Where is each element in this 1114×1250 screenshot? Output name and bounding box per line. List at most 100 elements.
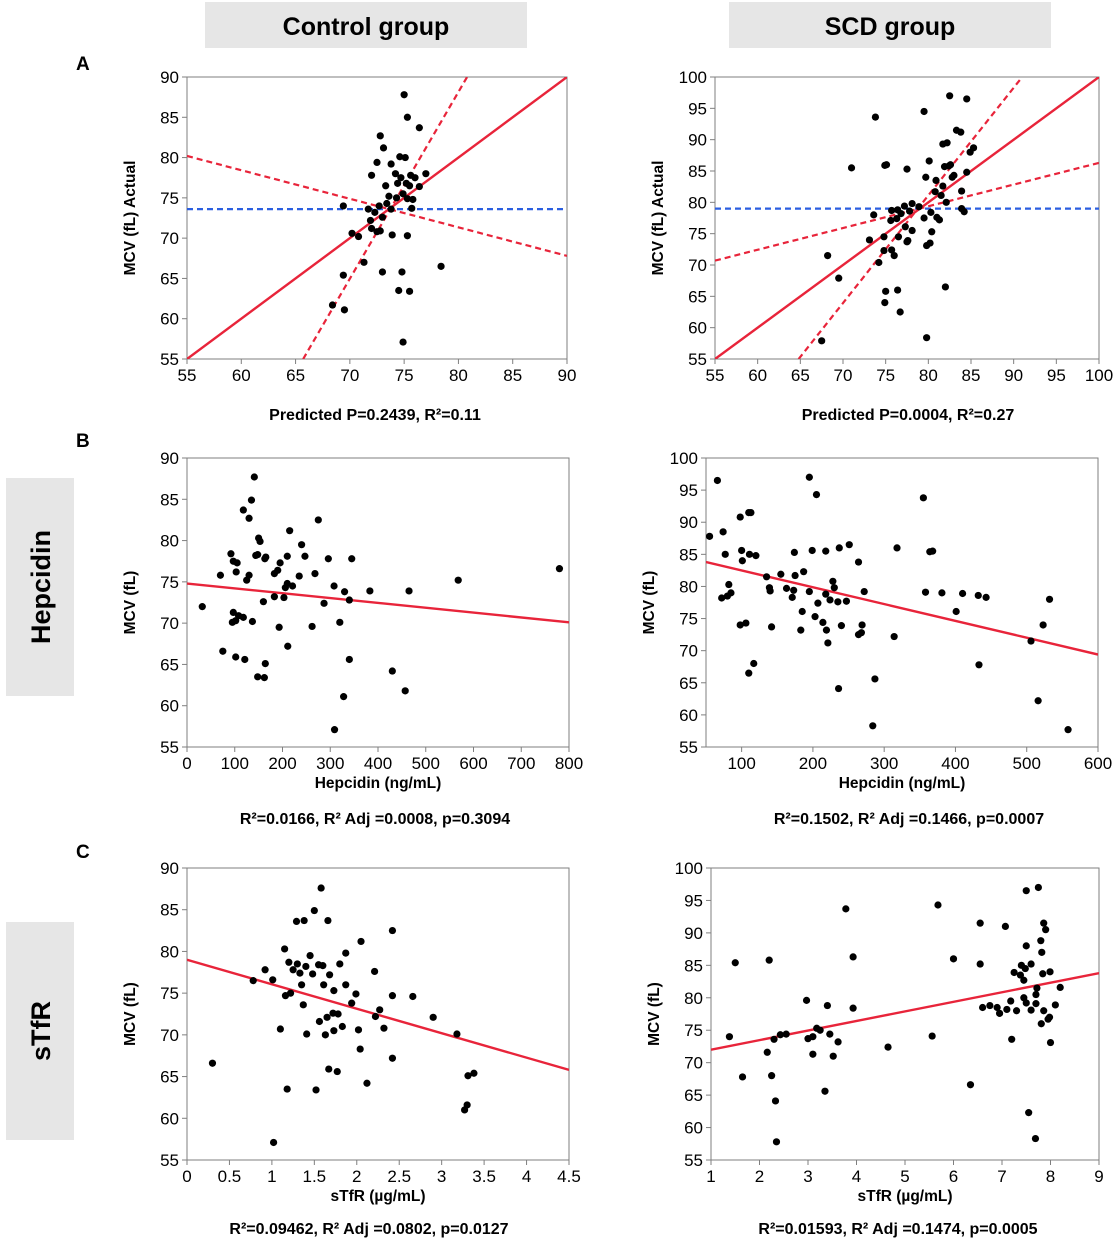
y-tick-label: 100 bbox=[679, 68, 707, 87]
data-point bbox=[320, 981, 328, 989]
x-tick-label: 7 bbox=[997, 1167, 1006, 1186]
y-tick-label: 70 bbox=[688, 256, 707, 275]
data-point bbox=[904, 236, 912, 245]
data-point bbox=[881, 299, 889, 307]
data-point bbox=[818, 337, 826, 345]
y-tick-label: 95 bbox=[679, 481, 698, 500]
data-point bbox=[409, 195, 417, 204]
data-point bbox=[403, 113, 411, 121]
x-tick-label: 65 bbox=[791, 366, 810, 385]
data-point bbox=[330, 987, 338, 995]
data-point bbox=[241, 655, 249, 664]
data-point bbox=[845, 541, 853, 549]
y-tick-label: 65 bbox=[160, 269, 179, 288]
y-tick-label: 70 bbox=[160, 614, 179, 633]
data-point bbox=[401, 153, 409, 162]
data-point bbox=[1012, 1007, 1021, 1015]
data-point bbox=[555, 565, 564, 573]
data-point bbox=[882, 287, 890, 295]
data-point bbox=[234, 612, 243, 620]
data-point bbox=[790, 586, 798, 594]
x-tick-label: 60 bbox=[748, 366, 767, 385]
data-point bbox=[229, 608, 237, 617]
data-point bbox=[1020, 976, 1028, 984]
data-point bbox=[308, 622, 316, 631]
data-point bbox=[822, 590, 830, 598]
data-point bbox=[819, 618, 827, 627]
data-point bbox=[301, 552, 309, 560]
y-tick-label: 85 bbox=[160, 108, 179, 127]
data-point bbox=[890, 632, 898, 641]
data-point bbox=[330, 1027, 338, 1035]
x-tick-label: 400 bbox=[364, 754, 392, 773]
data-point bbox=[340, 588, 349, 596]
data-point bbox=[835, 274, 843, 282]
data-point bbox=[829, 1052, 837, 1060]
column-header-scd: SCD group bbox=[825, 13, 956, 41]
row-label-stfr: sTfR bbox=[26, 1001, 56, 1061]
data-point bbox=[243, 576, 251, 584]
data-point bbox=[311, 570, 319, 578]
data-point bbox=[1016, 971, 1025, 979]
data-point bbox=[979, 1003, 987, 1012]
x-tick-label: 3 bbox=[803, 1167, 812, 1186]
data-point bbox=[354, 1026, 363, 1034]
data-point bbox=[1034, 883, 1042, 892]
data-point bbox=[834, 684, 843, 693]
x-axis-label: sTfR (µg/mL) bbox=[330, 1188, 425, 1205]
column-header-bg-control bbox=[205, 2, 527, 48]
x-tick-label: 200 bbox=[799, 754, 827, 773]
data-point bbox=[1046, 968, 1054, 976]
data-point bbox=[232, 653, 240, 661]
chart-B-control: 0 100 200 300 400 500 600 700 800 55 60 65 70 75 80 85 9… bbox=[122, 449, 583, 828]
x-tick-label: 60 bbox=[232, 366, 251, 385]
confidence-line bbox=[187, 154, 567, 257]
data-point bbox=[776, 1031, 784, 1039]
data-point bbox=[738, 546, 746, 555]
data-point bbox=[847, 164, 856, 172]
data-point bbox=[293, 960, 301, 968]
plot-frame bbox=[714, 76, 1100, 360]
data-point bbox=[314, 516, 322, 524]
data-point bbox=[366, 216, 375, 225]
data-point bbox=[1037, 1020, 1045, 1028]
data-point bbox=[288, 582, 297, 590]
fit-line bbox=[187, 582, 569, 624]
x-tick-label: 2.5 bbox=[387, 1167, 411, 1186]
data-point bbox=[875, 258, 883, 267]
data-points bbox=[328, 91, 445, 346]
row-label-bg-stfr bbox=[6, 922, 74, 1140]
data-point bbox=[814, 599, 822, 607]
data-point bbox=[371, 208, 379, 216]
plot-frame bbox=[186, 867, 570, 1161]
data-point bbox=[939, 182, 947, 190]
data-point bbox=[747, 508, 755, 517]
data-point bbox=[1037, 937, 1045, 945]
data-point bbox=[403, 195, 411, 203]
x-tick-label: 500 bbox=[1013, 754, 1041, 773]
data-point bbox=[1027, 1006, 1035, 1014]
y-tick-label: 70 bbox=[160, 229, 179, 248]
data-point bbox=[250, 473, 258, 481]
x-tick-label: 4 bbox=[852, 1167, 861, 1186]
plot-frame bbox=[710, 867, 1100, 1161]
chart-C-scd: 1 2 3 4 5 6 7 8 9 55 60 65 70 75 80 85 90 95 100 MCV (fL) sT… bbox=[646, 859, 1104, 1238]
y-tick-label: 90 bbox=[684, 924, 703, 943]
data-point bbox=[842, 905, 850, 913]
data-point bbox=[777, 570, 785, 578]
data-point bbox=[367, 171, 376, 179]
data-point bbox=[269, 976, 277, 984]
data-point bbox=[731, 959, 739, 967]
y-tick-label: 95 bbox=[684, 891, 703, 910]
data-point bbox=[378, 268, 387, 276]
x-tick-label: 5 bbox=[900, 1167, 909, 1186]
data-point bbox=[245, 514, 253, 522]
data-point bbox=[376, 227, 384, 235]
data-point bbox=[302, 962, 310, 971]
data-point bbox=[765, 584, 774, 592]
data-point bbox=[385, 192, 393, 200]
chart-C-control: 0 0.5 1 1.5 2 2.5 3 3.5 4 4.5 55 60 65 70 75 80 85 90 MCV … bbox=[122, 859, 581, 1238]
data-point bbox=[768, 1072, 776, 1080]
panel-letter-c: C bbox=[76, 842, 90, 863]
y-tick-label: 55 bbox=[679, 738, 698, 757]
